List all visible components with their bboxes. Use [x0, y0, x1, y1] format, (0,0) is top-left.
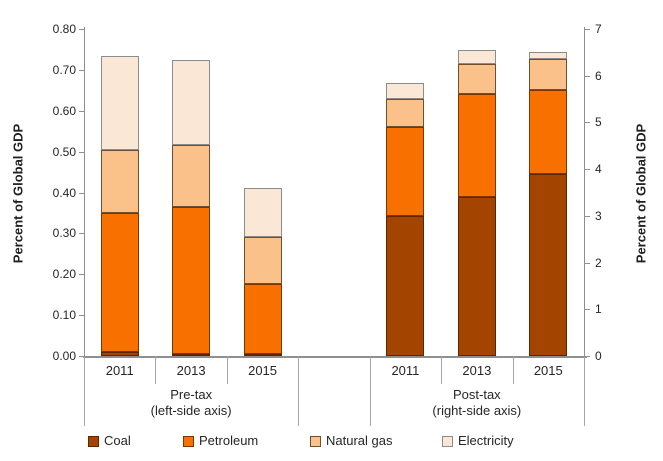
right-axis-tick-label: 0 — [595, 349, 602, 363]
bar-segment-natural-gas — [386, 99, 425, 128]
legend-label: Petroleum — [199, 433, 259, 448]
category-group-separator — [298, 357, 300, 426]
left-axis-tick-label: 0.30 — [52, 226, 76, 241]
category-separator — [226, 357, 228, 384]
right-axis-tick-label: 7 — [595, 22, 602, 36]
category-label: 2015 — [533, 363, 563, 378]
left-axis-tick-label: 0.70 — [52, 62, 76, 77]
bar-segment-petroleum — [172, 206, 211, 354]
left-axis-tick — [79, 315, 84, 317]
category-label: 2013 — [176, 363, 206, 378]
legend-label: Electricity — [458, 433, 514, 448]
bar-segment-natural-gas — [529, 59, 568, 90]
legend-label: Coal — [104, 433, 131, 448]
bar-segment-coal — [386, 215, 425, 356]
left-axis-tick — [79, 151, 84, 153]
right-axis-tick — [585, 262, 590, 264]
category-label: 2013 — [462, 363, 492, 378]
right-axis-tick-label: 1 — [595, 302, 602, 317]
left-axis-tick — [79, 274, 84, 276]
left-axis-tick-label: 0.80 — [52, 22, 76, 36]
bar-segment-petroleum — [243, 284, 282, 354]
bar-segment-coal — [457, 197, 496, 356]
right-axis-tick — [585, 215, 590, 217]
right-axis-tick — [585, 169, 590, 171]
bar-segment-electricity — [529, 52, 568, 60]
bar-segment-petroleum — [100, 212, 139, 352]
bar-segment-coal — [172, 353, 211, 356]
group-label-line1: Post-tax — [453, 387, 501, 402]
category-label: 2011 — [391, 363, 420, 378]
bar-segment-electricity — [457, 50, 496, 65]
legend-label: Natural gas — [326, 433, 393, 448]
left-axis-tick — [79, 29, 84, 30]
left-axis-tick — [79, 110, 84, 112]
right-axis-tick — [585, 75, 590, 77]
left-axis-tick — [79, 233, 84, 235]
category-group-separator — [84, 357, 85, 426]
legend-item-coal: Coal — [88, 434, 131, 448]
right-axis-tick-label: 6 — [595, 68, 602, 83]
group-label-line2: (right-side axis) — [432, 403, 522, 418]
right-axis-tick — [585, 29, 590, 30]
bar-segment-coal — [529, 173, 568, 356]
bar-segment-electricity — [100, 55, 139, 150]
right-axis-line — [584, 27, 585, 356]
category-separator — [155, 357, 157, 384]
left-axis-tick-label: 0.10 — [52, 308, 76, 323]
right-axis-tick — [585, 122, 590, 124]
right-axis-tick — [585, 309, 590, 311]
bar-segment-natural-gas — [243, 237, 282, 285]
legend-swatch-icon — [310, 435, 321, 447]
legend-item-petroleum: Petroleum — [183, 434, 258, 448]
bar-segment-petroleum — [457, 94, 496, 198]
legend-swatch-icon — [442, 435, 453, 447]
left-axis-tick-label: 0.50 — [52, 144, 76, 159]
legend-item-electricity: Electricity — [442, 434, 514, 448]
bar-segment-natural-gas — [172, 145, 211, 207]
left-axis-tick-label: 0.20 — [52, 267, 76, 282]
bar-segment-coal — [100, 351, 139, 356]
group-label-post-tax: Post-tax (right-side axis) — [370, 387, 584, 419]
bar-segment-natural-gas — [100, 149, 139, 213]
group-label-pre-tax: Pre-tax (left-side axis) — [84, 387, 298, 419]
bar-segment-electricity — [386, 82, 425, 100]
left-axis-tick — [79, 69, 84, 71]
left-axis-tick — [79, 192, 84, 194]
right-axis-tick-label: 2 — [595, 255, 602, 270]
bar-segment-electricity — [243, 188, 282, 238]
right-axis-tick-label: 4 — [595, 162, 602, 177]
right-axis-tick-label: 5 — [595, 115, 602, 130]
bar-segment-petroleum — [529, 89, 568, 174]
legend-item-natural-gas: Natural gas — [310, 434, 392, 448]
bar-segment-petroleum — [386, 127, 425, 216]
left-axis-tick-label: 0.60 — [52, 103, 76, 118]
x-axis-line — [83, 356, 587, 358]
group-label-line2: (left-side axis) — [150, 403, 232, 418]
category-separator — [512, 357, 514, 384]
category-separator — [441, 357, 443, 384]
category-group-separator — [584, 357, 585, 426]
bar-segment-coal — [243, 353, 282, 356]
right-axis-tick — [585, 356, 590, 357]
legend-swatch-icon — [183, 435, 194, 447]
legend-swatch-icon — [88, 435, 99, 447]
category-label: 2011 — [105, 363, 134, 378]
left-axis-tick-label: 0.40 — [52, 185, 76, 200]
category-label: 2015 — [248, 363, 278, 378]
left-axis-tick-label: 0.00 — [52, 349, 76, 363]
category-group-separator — [369, 357, 371, 426]
bar-segment-electricity — [172, 59, 211, 146]
right-axis-tick-label: 3 — [595, 208, 602, 223]
bar-segment-natural-gas — [457, 64, 496, 95]
group-label-line1: Pre-tax — [170, 387, 213, 402]
left-axis-line — [84, 27, 85, 356]
left-axis-tick — [79, 356, 84, 357]
